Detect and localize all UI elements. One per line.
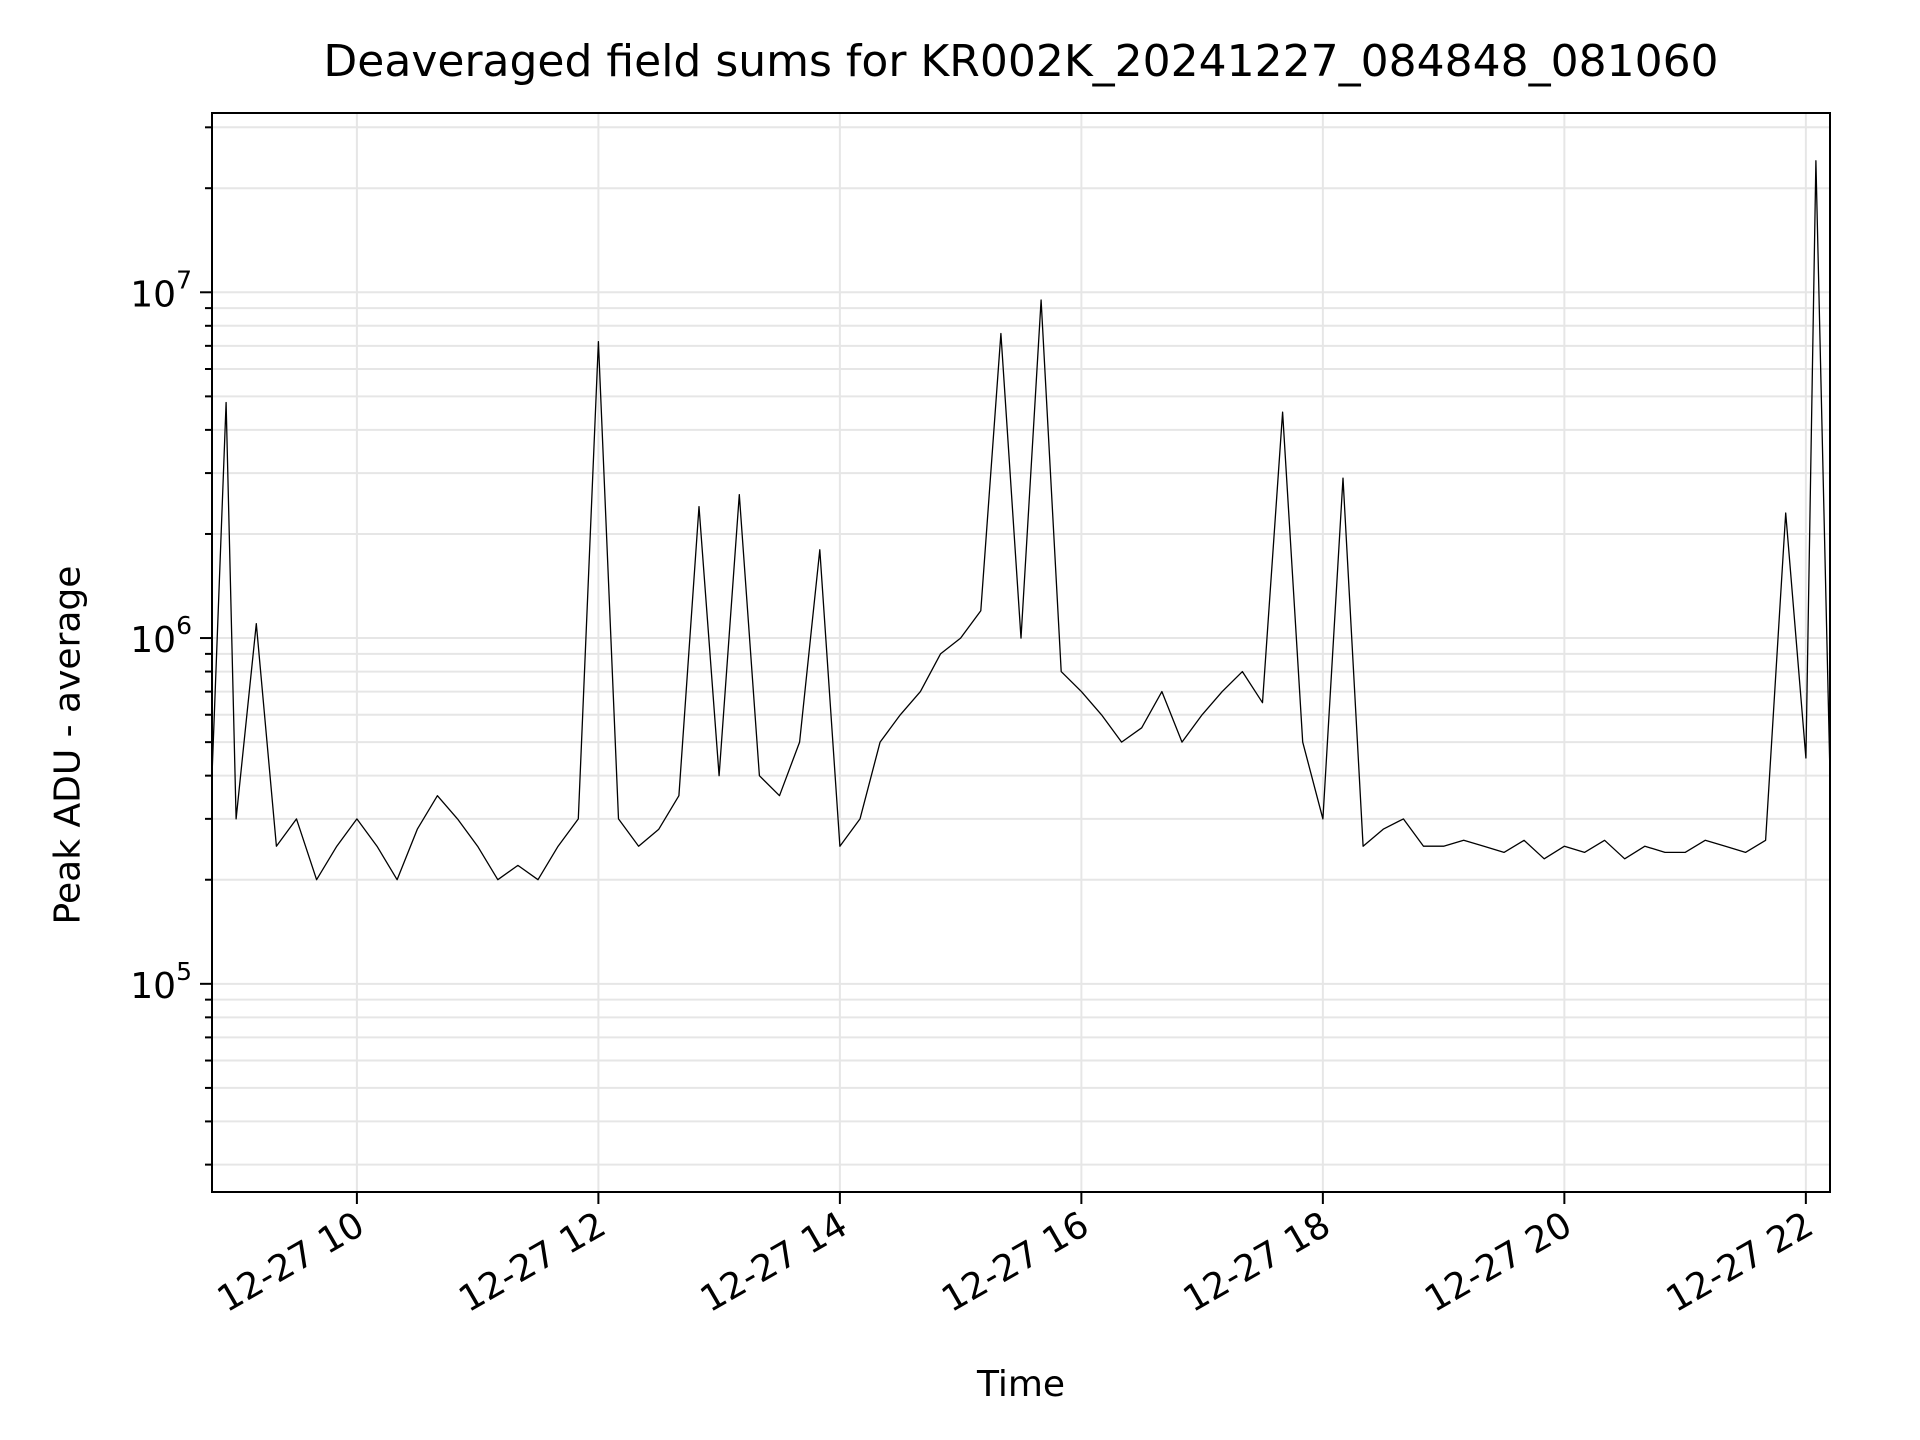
grid xyxy=(212,113,1830,1192)
x-tick-label: 12-27 10 xyxy=(211,1204,372,1320)
y-tick-label: 107 xyxy=(130,265,192,315)
series-layer xyxy=(211,160,1831,881)
y-tick-label: 106 xyxy=(130,611,192,661)
y-axis: 105 106 107 xyxy=(130,126,212,1166)
x-axis-label: Time xyxy=(976,1364,1066,1405)
x-tick-label: 12-27 14 xyxy=(694,1204,855,1320)
x-tick-label: 12-27 18 xyxy=(1177,1204,1338,1320)
x-tick-label: 12-27 16 xyxy=(935,1204,1096,1320)
y-tick-label: 105 xyxy=(130,957,192,1007)
x-axis: 12-27 10 12-27 12 12-27 14 12-27 16 12-27 18… xyxy=(211,1192,1821,1321)
x-tick-label: 12-27 20 xyxy=(1418,1204,1579,1320)
plot-frame xyxy=(211,112,1831,1193)
x-tick-label: 12-27 12 xyxy=(452,1204,613,1320)
x-tick-label: 12-27 22 xyxy=(1660,1204,1821,1320)
series-line xyxy=(211,160,1831,881)
chart-title: Deaveraged field sums for KR002K_2024122… xyxy=(323,36,1719,87)
